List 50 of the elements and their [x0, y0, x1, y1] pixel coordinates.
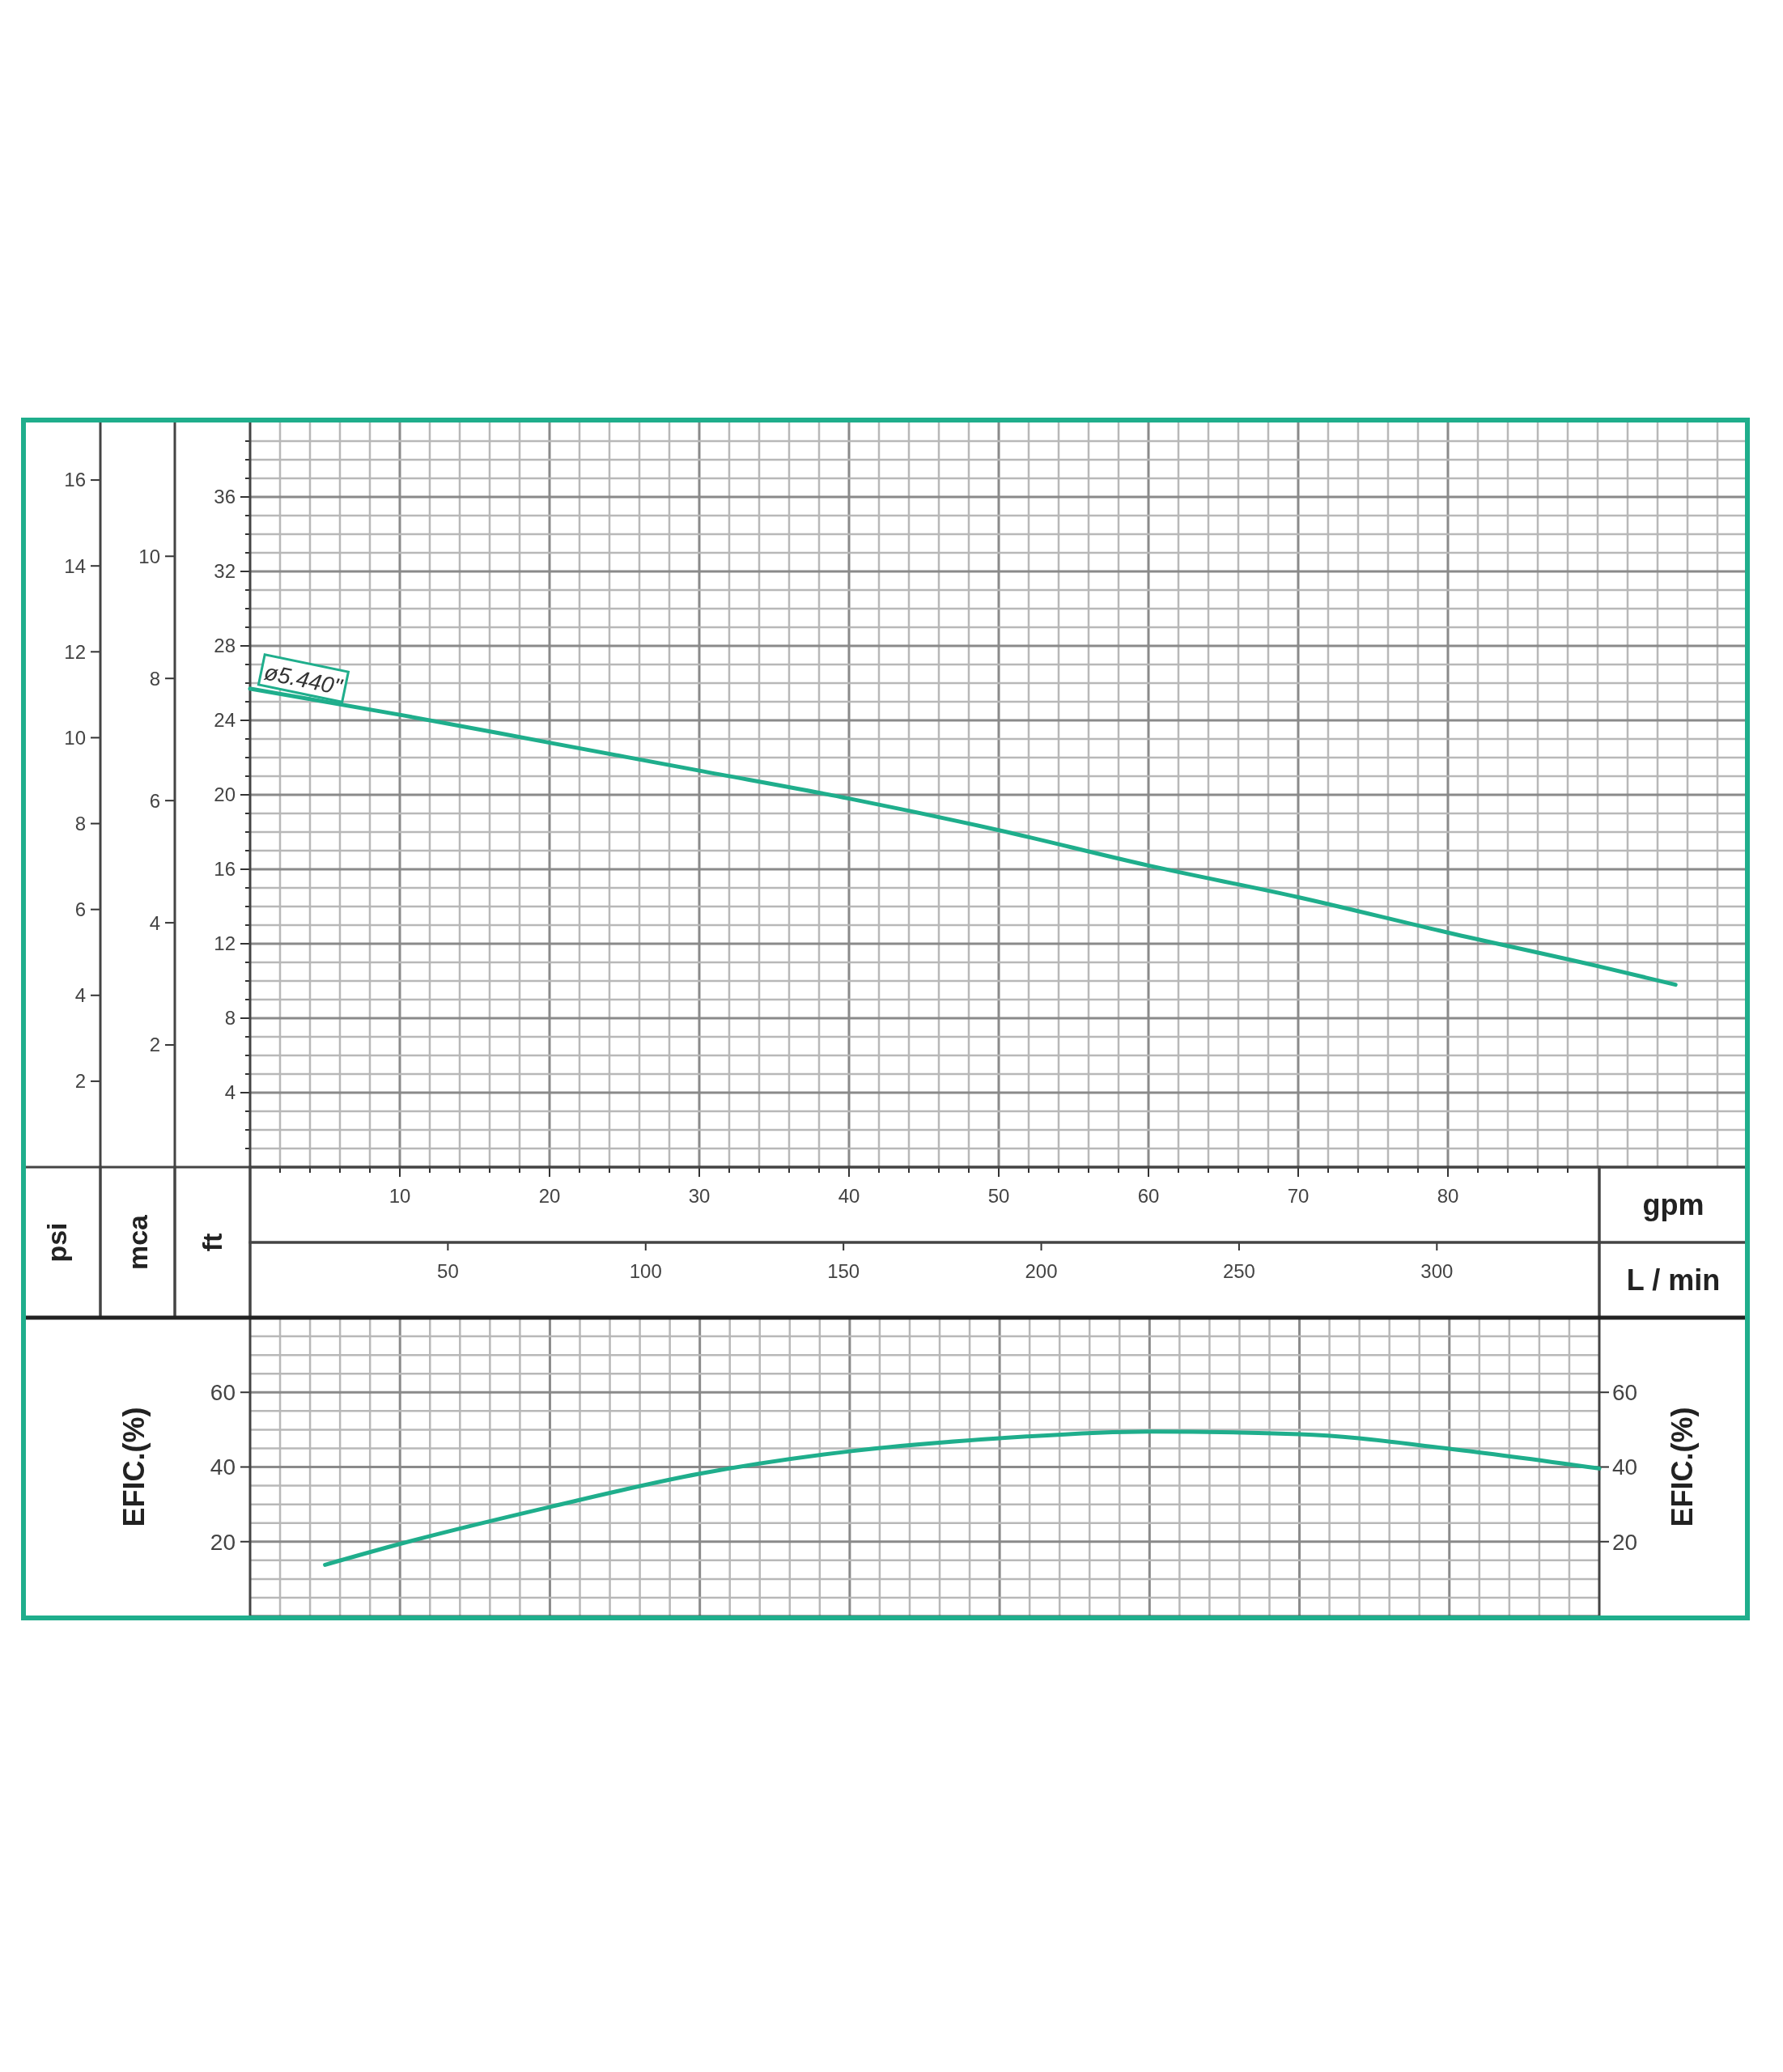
y-tick-label: 28: [214, 635, 236, 657]
x-tick-label: 10: [388, 1185, 411, 1207]
x-tick-label: 70: [1287, 1185, 1310, 1207]
text: ø5.440": [261, 659, 346, 700]
x2-tick-label: 100: [629, 1260, 662, 1282]
x-tick-label: 20: [538, 1185, 561, 1207]
x-tick-label: 50: [987, 1185, 1010, 1207]
y2-tick-label: 16: [64, 469, 86, 491]
y2-tick-label: 20: [1612, 1529, 1638, 1555]
y2-axis-title: psi: [40, 1222, 72, 1263]
y3-tick-label: 8: [149, 667, 160, 690]
y2-tick-label: 12: [64, 640, 86, 663]
x2-tick-label: 200: [1025, 1260, 1058, 1282]
y-tick-label: 36: [214, 486, 236, 508]
y-tick-label: 24: [214, 709, 236, 732]
y-tick-label: 4: [224, 1081, 236, 1104]
y-tick-label: 8: [224, 1007, 236, 1030]
y3-tick-label: 10: [138, 545, 160, 567]
x2-tick-label: 50: [437, 1260, 459, 1282]
x-tick-label: 30: [688, 1185, 711, 1207]
x-tick-label: 40: [838, 1185, 860, 1207]
y-axis-title: ft: [196, 1233, 227, 1252]
y3-tick-label: 4: [149, 911, 160, 934]
y3-tick-label: 6: [149, 789, 160, 812]
x-axis-title: gpm: [1642, 1188, 1704, 1222]
y2-tick-label: 40: [1612, 1454, 1638, 1480]
y-axis-title: EFIC.(%): [117, 1407, 151, 1527]
y3-tick-label: 2: [149, 1034, 160, 1056]
y2-tick-label: 14: [64, 554, 86, 577]
y2-tick-label: 6: [74, 898, 86, 921]
x-tick-label: 80: [1437, 1185, 1459, 1207]
y2-tick-label: 4: [74, 984, 86, 1007]
y-tick-label: 16: [214, 858, 236, 881]
y2-tick-label: 2: [74, 1070, 86, 1093]
x2-tick-label: 250: [1222, 1260, 1255, 1282]
y-tick-label: 12: [214, 932, 236, 955]
y2-axis-title: EFIC.(%): [1665, 1407, 1699, 1527]
x2-tick-label: 300: [1420, 1260, 1454, 1282]
x2-axis-title: L / min: [1626, 1263, 1721, 1297]
y2-tick-label: 8: [74, 812, 86, 834]
y-tick-label: 32: [214, 560, 236, 583]
y-tick-label: 60: [210, 1380, 236, 1406]
y-tick-label: 40: [210, 1454, 236, 1480]
x-tick-label: 60: [1137, 1185, 1160, 1207]
x2-tick-label: 150: [827, 1260, 860, 1282]
y2-tick-label: 10: [64, 726, 86, 749]
y2-tick-label: 60: [1612, 1380, 1638, 1406]
y-tick-label: 20: [214, 783, 236, 806]
y3-axis-title: mca: [121, 1213, 153, 1271]
y-tick-label: 20: [210, 1529, 236, 1555]
